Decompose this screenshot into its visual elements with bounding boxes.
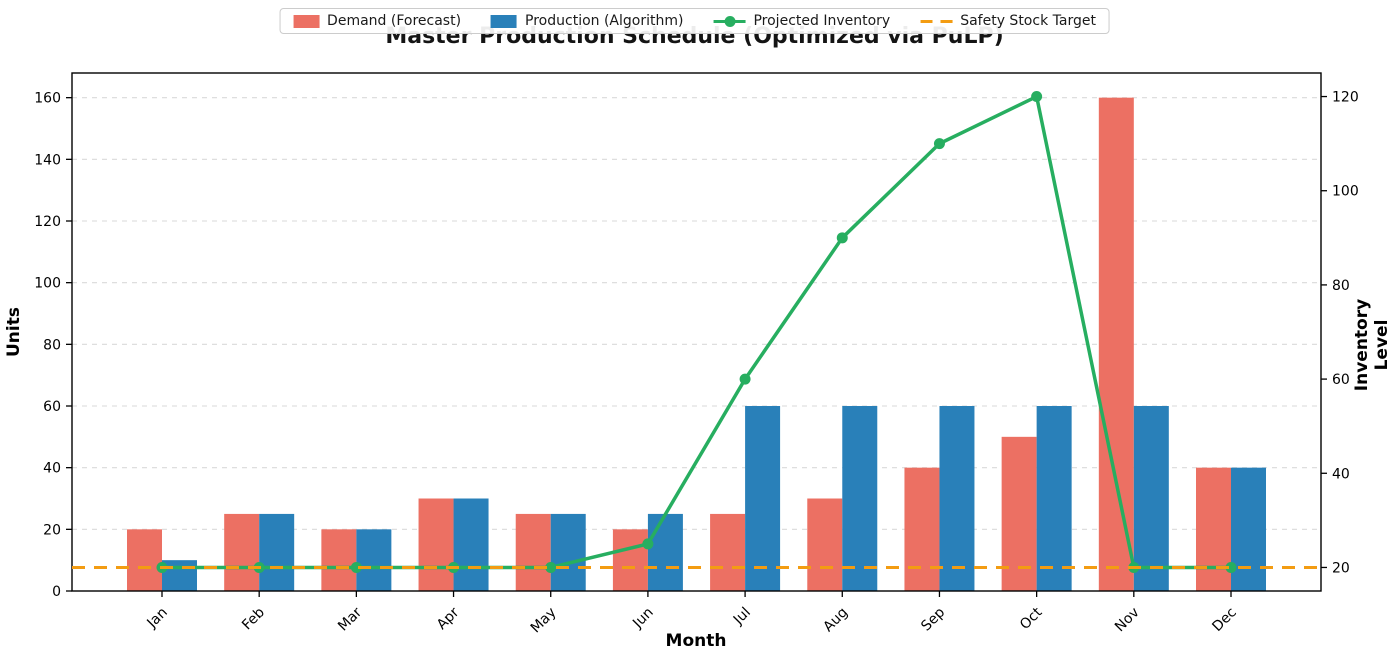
demand-bar <box>224 513 260 591</box>
demand-bar <box>612 529 648 591</box>
inventory-marker <box>642 538 654 550</box>
right-axis-title: Inventory Level <box>1352 298 1389 392</box>
inventory-marker <box>1225 561 1237 573</box>
x-axis-title: Month <box>665 631 727 651</box>
demand-bar <box>807 498 843 591</box>
production-bar <box>1231 467 1266 591</box>
production-bar <box>842 406 878 591</box>
left-tick-label: 80 <box>43 337 61 353</box>
right-tick-label: 40 <box>1332 466 1350 482</box>
demand-bar <box>515 513 551 591</box>
production-bar <box>1036 406 1072 591</box>
production-bar <box>647 513 683 591</box>
right-tick-label: 20 <box>1332 560 1350 576</box>
x-tick-label: Jun <box>629 605 656 632</box>
x-tick-label: Oct <box>1017 604 1046 633</box>
legend-label: Demand (Forecast) <box>327 13 462 29</box>
production-bar <box>1133 406 1169 591</box>
left-tick-label: 140 <box>34 152 61 168</box>
demand-bar <box>127 529 162 591</box>
inventory-marker <box>1031 91 1043 103</box>
x-tick-label: Jan <box>144 605 171 632</box>
left-tick-label: 40 <box>43 461 61 477</box>
legend-label: Safety Stock Target <box>960 13 1096 29</box>
inventory-marker <box>545 561 557 573</box>
demand-bar <box>418 498 454 591</box>
production-bar <box>453 498 489 591</box>
demand-bar <box>1098 97 1134 592</box>
left-tick-label: 100 <box>34 276 61 292</box>
left-axis-title: Units <box>4 307 24 357</box>
legend-item-inventory: Projected Inventory <box>713 13 890 29</box>
legend: Demand (Forecast) Production (Algorithm)… <box>279 8 1110 34</box>
production-bar <box>745 406 781 591</box>
demand-bar <box>904 467 940 591</box>
inventory-marker <box>739 373 751 385</box>
legend-item-demand: Demand (Forecast) <box>293 13 461 29</box>
demand-bar <box>1196 467 1231 591</box>
right-tick-label: 80 <box>1332 278 1350 294</box>
left-tick-label: 60 <box>43 399 61 415</box>
inventory-marker <box>933 138 945 150</box>
legend-item-production: Production (Algorithm) <box>491 13 683 29</box>
right-tick-label: 60 <box>1332 372 1350 388</box>
demand-swatch-icon <box>293 14 320 28</box>
x-tick-label: Sep <box>918 604 948 634</box>
production-swatch-icon <box>491 14 518 28</box>
legend-item-safety: Safety Stock Target <box>920 13 1096 29</box>
production-bar <box>550 513 586 591</box>
x-tick-label: Mar <box>335 604 365 634</box>
left-tick-label: 0 <box>52 584 61 600</box>
demand-bar <box>710 513 746 591</box>
left-tick-label: 120 <box>34 214 61 230</box>
x-tick-label: Feb <box>239 604 268 633</box>
production-bar <box>259 513 295 591</box>
x-tick-label: Jul <box>730 605 754 629</box>
legend-label: Production (Algorithm) <box>525 13 684 29</box>
inventory-marker <box>350 561 362 573</box>
x-tick-label: Apr <box>434 604 463 633</box>
right-tick-label: 100 <box>1332 184 1359 200</box>
inventory-line-marker-icon <box>713 14 746 28</box>
demand-bar <box>1001 436 1037 591</box>
production-bar <box>939 406 975 591</box>
safety-dash-icon <box>920 19 953 23</box>
plot-frame <box>71 72 1322 592</box>
demand-bar <box>321 529 357 591</box>
right-tick-label: 120 <box>1332 90 1359 106</box>
legend-label: Projected Inventory <box>753 13 891 29</box>
production-bar <box>162 560 197 591</box>
left-tick-label: 160 <box>34 91 61 107</box>
left-tick-label: 20 <box>43 522 61 538</box>
production-bar <box>356 529 392 591</box>
inventory-marker <box>836 232 848 244</box>
